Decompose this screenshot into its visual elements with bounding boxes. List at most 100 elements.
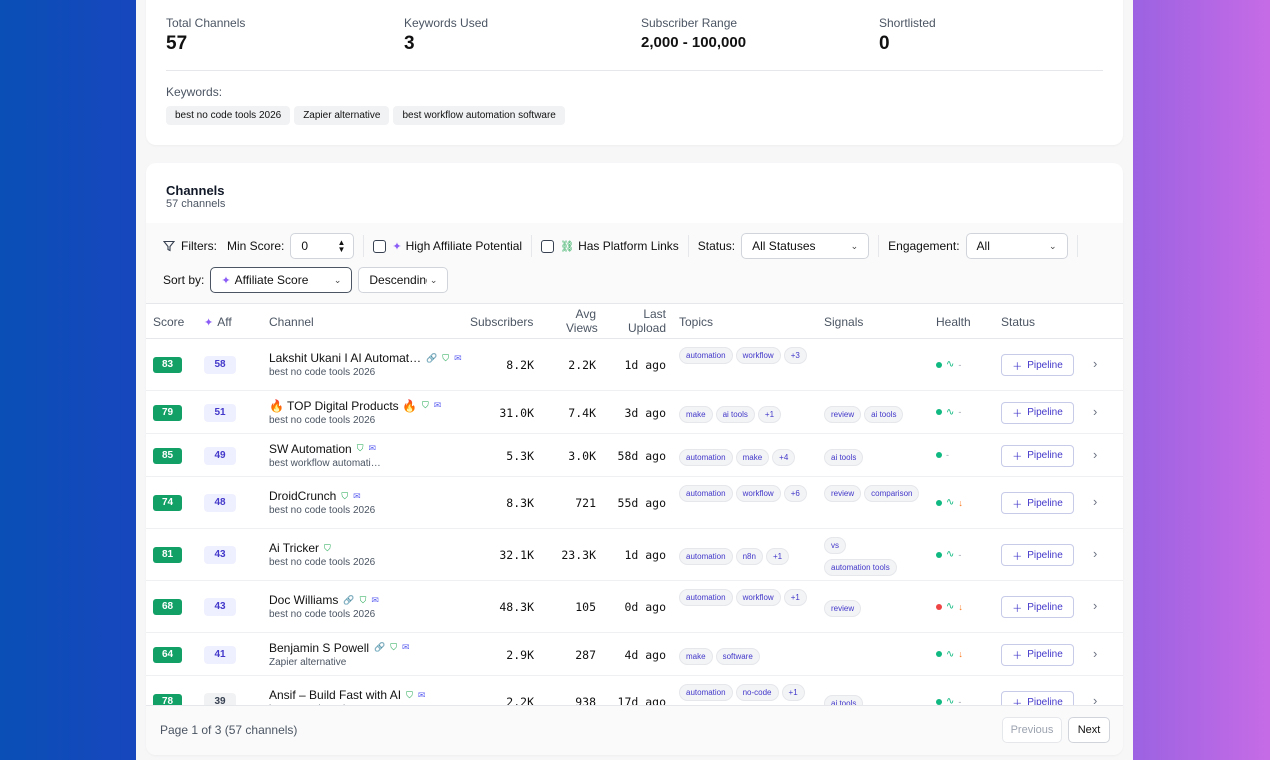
status-value: All Statuses	[752, 239, 816, 253]
chevron-right-icon[interactable]: ›	[1093, 403, 1098, 419]
add-to-pipeline-button[interactable]: ＋ Pipeline	[1001, 401, 1074, 424]
chevron-right-icon[interactable]: ›	[1093, 546, 1098, 561]
affiliate-score-badge: 51	[204, 403, 236, 422]
channel-name[interactable]: Lakshit Ukani I AI Automat… 🔗 ⛉ ✉	[269, 351, 462, 365]
signal-chips: review	[824, 598, 924, 620]
stepper-icon[interactable]: ▲ ▼	[337, 238, 346, 254]
divider	[1076, 235, 1078, 257]
avg-views-value: 721	[575, 496, 596, 510]
topic-chips: automation workflow +3	[679, 345, 811, 367]
chevron-down-icon: ⌄	[429, 274, 438, 285]
subscribers-value: 2.2K	[506, 695, 534, 705]
channel-name[interactable]: Benjamin S Powell 🔗 ⛉ ✉	[269, 640, 410, 655]
add-to-pipeline-button[interactable]: ＋ Pipeline	[1001, 643, 1074, 666]
th-channel[interactable]: Channel	[269, 315, 314, 329]
channels-card: Channels 57 channels Filters: Min Score:…	[146, 163, 1123, 755]
th-topics: Topics	[679, 315, 714, 329]
health-indicator: ∿ -	[936, 696, 961, 705]
channel-name[interactable]: Doc Williams 🔗 ⛉ ✉	[269, 593, 379, 607]
add-to-pipeline-button[interactable]: ＋ Pipeline	[1001, 354, 1074, 376]
th-subscribers[interactable]: Subscribers	[470, 315, 534, 329]
page: Total Channels 57 Keywords Used 3 Subscr…	[136, 0, 1133, 760]
avg-views-value: 105	[575, 600, 596, 614]
plus-icon: ＋	[1012, 409, 1023, 420]
chevron-right-icon[interactable]: ›	[1093, 494, 1098, 509]
chevron-right-icon[interactable]: ›	[1093, 446, 1098, 462]
order-select[interactable]: Descending ⌄	[358, 267, 449, 293]
affiliate-score-badge: 58	[204, 356, 236, 374]
chevron-right-icon[interactable]: ›	[1093, 645, 1098, 661]
order-value: Descending	[369, 273, 428, 287]
min-score-input[interactable]: 0 ▲ ▼	[290, 233, 355, 259]
add-to-pipeline-button[interactable]: ＋ Pipeline	[1001, 691, 1074, 705]
activity-icon: ∿	[946, 497, 955, 508]
channel-keyword: best no code tools 2026	[269, 609, 376, 620]
channel-keyword: best workflow automati…	[269, 457, 381, 469]
high-affiliate-label[interactable]: High Affiliate Potential	[405, 239, 523, 253]
channel-keyword: best no code tools 2026	[269, 414, 376, 426]
health-indicator: ∿ -	[936, 407, 961, 418]
plus-icon: ＋	[1012, 452, 1023, 463]
mail-icon: ✉	[402, 642, 410, 652]
chevron-right-icon[interactable]: ›	[1093, 598, 1098, 613]
health-dot-icon	[936, 698, 942, 705]
topic-chip: workflow	[735, 347, 781, 364]
filter-icon	[163, 240, 175, 252]
dash-icon: -	[958, 696, 962, 706]
shield-icon: ⛉	[341, 490, 349, 501]
table-row[interactable]: 81 43 Ai Tricker ⛉ best no code tools 2026 32…	[146, 529, 1123, 581]
platform-links-checkbox[interactable]	[541, 239, 555, 253]
th-score[interactable]: Score	[153, 315, 185, 329]
table-row[interactable]: 83 58 Lakshit Ukani I AI Automat… 🔗 ⛉ ✉ best n…	[146, 339, 1123, 391]
engagement-value: All	[976, 239, 990, 253]
status-select[interactable]: All Statuses ⌄	[741, 233, 870, 259]
divider	[878, 235, 880, 257]
high-affiliate-checkbox[interactable]	[373, 239, 387, 253]
chevron-right-icon[interactable]: ›	[1093, 693, 1098, 705]
health-indicator: ∿ -	[936, 359, 961, 370]
channel-name[interactable]: DroidCrunch ⛉ ✉	[269, 489, 361, 503]
next-button[interactable]: Next	[1068, 717, 1110, 743]
th-aff[interactable]: ✦ Aff	[204, 315, 232, 329]
keywords-label: Keywords:	[166, 85, 223, 99]
add-to-pipeline-button[interactable]: ＋ Pipeline	[1001, 544, 1074, 566]
channel-name[interactable]: Ansif – Build Fast with AI ⛉ ✉	[269, 688, 426, 702]
table-row[interactable]: 79 51 🔥 TOP Digital Products 🔥 ⛉ ✉ best no co…	[146, 391, 1123, 434]
subscribers-value: 5.3K	[506, 448, 534, 463]
sort-value: Affiliate Score	[234, 273, 309, 287]
filter-row: Filters: Min Score: 0 ▲ ▼ ✦ High Affiliat…	[163, 233, 1087, 259]
chevron-right-icon[interactable]: ›	[1093, 356, 1098, 371]
signal-chip: automation tools	[824, 559, 897, 576]
engagement-select[interactable]: All ⌄	[965, 233, 1068, 259]
table-row[interactable]: 68 43 Doc Williams 🔗 ⛉ ✉ best no code tools 20…	[146, 581, 1123, 633]
subscribers-value: 32.1K	[499, 548, 534, 562]
table-row[interactable]: 85 49 SW Automation ⛉ ✉ best workflow automat…	[146, 434, 1123, 477]
previous-button[interactable]: Previous	[1002, 717, 1062, 743]
topic-chip: +1	[783, 589, 807, 606]
add-to-pipeline-button[interactable]: ＋ Pipeline	[1001, 492, 1074, 514]
divider	[166, 70, 1103, 71]
topic-chips: make software	[679, 646, 811, 668]
channel-name[interactable]: 🔥 TOP Digital Products 🔥 ⛉ ✉	[269, 398, 442, 413]
mail-icon: ✉	[433, 400, 442, 410]
topic-chip: no-code	[735, 684, 779, 701]
mail-icon: ✉	[417, 689, 426, 700]
last-upload-value: 4d ago	[624, 647, 666, 662]
platform-links-label[interactable]: Has Platform Links	[578, 239, 679, 253]
link-icon: 🔗	[374, 642, 386, 652]
table-row[interactable]: 64 41 Benjamin S Powell 🔗 ⛉ ✉ Zapier alternati…	[146, 633, 1123, 676]
affiliate-score-badge: 41	[204, 645, 236, 664]
keyword-chips: best no code tools 2026 Zapier alternati…	[166, 106, 565, 125]
add-to-pipeline-button[interactable]: ＋ Pipeline	[1001, 596, 1074, 618]
score-badge: 78	[153, 694, 182, 705]
th-last-upload[interactable]: Last Upload	[627, 307, 666, 335]
channel-name[interactable]: SW Automation ⛉ ✉	[269, 441, 377, 456]
th-avg-views[interactable]: Avg Views	[566, 307, 598, 335]
plus-icon: ＋	[1012, 603, 1023, 615]
table-row[interactable]: 74 48 DroidCrunch ⛉ ✉ best no code tools 2026…	[146, 477, 1123, 529]
sort-select[interactable]: ✦ Affiliate Score ⌄	[210, 267, 353, 293]
add-to-pipeline-button[interactable]: ＋ Pipeline	[1001, 444, 1074, 467]
score-badge: 85	[153, 447, 182, 464]
channel-name[interactable]: Ai Tricker ⛉	[269, 541, 331, 555]
